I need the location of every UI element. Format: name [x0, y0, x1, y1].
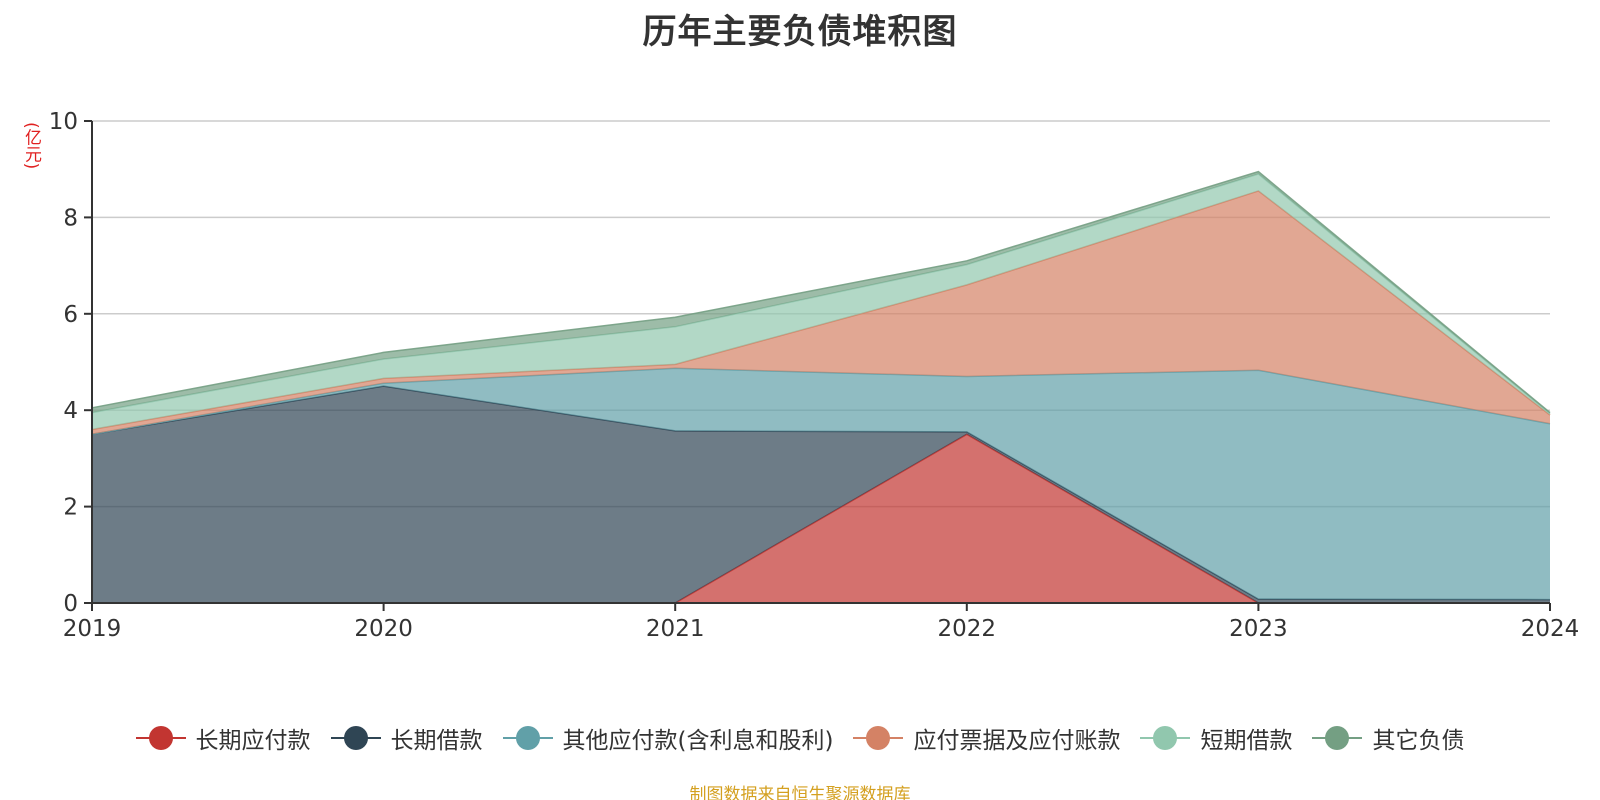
legend-item[interactable]: 长期应付款 — [135, 721, 311, 755]
chart-title: 历年主要负债堆积图 — [642, 12, 958, 52]
legend-item[interactable]: 短期借款 — [1140, 721, 1292, 755]
legend-label: 应付票据及应付账款 — [913, 728, 1121, 754]
legend: 长期应付款 长期借款 其他应付款(含利息和股利) 应付票据及应付账款 短期借款 其它负债 — [0, 718, 1600, 758]
legend-label: 其他应付款(含利息和股利) — [562, 728, 834, 754]
legend-marker-icon — [330, 725, 381, 751]
plot-area: 0 2 4 6 8 10 2019 2020 2021 2022 2023 2024 — [49, 109, 1580, 642]
y-tick-label: 10 — [49, 109, 78, 135]
legend-marker-icon — [1140, 725, 1191, 751]
area-短期借款 — [92, 174, 1550, 430]
x-tick-label: 2020 — [354, 616, 413, 642]
y-tick-label: 0 — [63, 591, 78, 617]
legend-marker-icon — [502, 725, 553, 751]
line-其它负债 — [91, 170, 1551, 414]
legend-marker-icon — [135, 725, 186, 751]
area-series-group — [91, 170, 1551, 604]
legend-label: 其它负债 — [1372, 728, 1465, 754]
area-其它负债 — [92, 171, 1550, 414]
source-note: 制图数据来自恒生聚源数据库 — [689, 785, 911, 800]
area-其他应付款(含利息和股利) — [92, 368, 1550, 600]
area-长期借款 — [92, 386, 1550, 603]
y-axis-unit-label: (亿元) — [21, 122, 41, 170]
legend-marker-icon — [1312, 725, 1363, 751]
legend-item[interactable]: 其他应付款(含利息和股利) — [502, 721, 834, 755]
x-tick-label: 2022 — [938, 616, 997, 642]
area-应付票据及应付账款 — [92, 190, 1550, 435]
y-tick-label: 6 — [63, 302, 78, 328]
x-tick-label: 2023 — [1229, 616, 1288, 642]
y-tick-label: 2 — [63, 495, 78, 521]
legend-marker-icon — [853, 725, 904, 751]
y-tick-label: 8 — [63, 205, 78, 231]
x-tick-label: 2019 — [63, 616, 122, 642]
legend-item[interactable]: 应付票据及应付账款 — [853, 721, 1120, 755]
y-tick-label: 4 — [63, 398, 78, 424]
legend-item[interactable]: 长期借款 — [330, 721, 483, 755]
legend-item[interactable]: 其它负债 — [1312, 721, 1464, 755]
legend-label: 长期借款 — [390, 728, 483, 754]
legend-label: 短期借款 — [1200, 728, 1293, 754]
x-tick-label: 2024 — [1521, 616, 1580, 642]
legend-label: 长期应付款 — [195, 728, 311, 754]
axes — [84, 120, 1551, 611]
tick-labels: 0 2 4 6 8 10 2019 2020 2021 2022 2023 2024 — [49, 109, 1580, 642]
x-tick-label: 2021 — [646, 616, 705, 642]
